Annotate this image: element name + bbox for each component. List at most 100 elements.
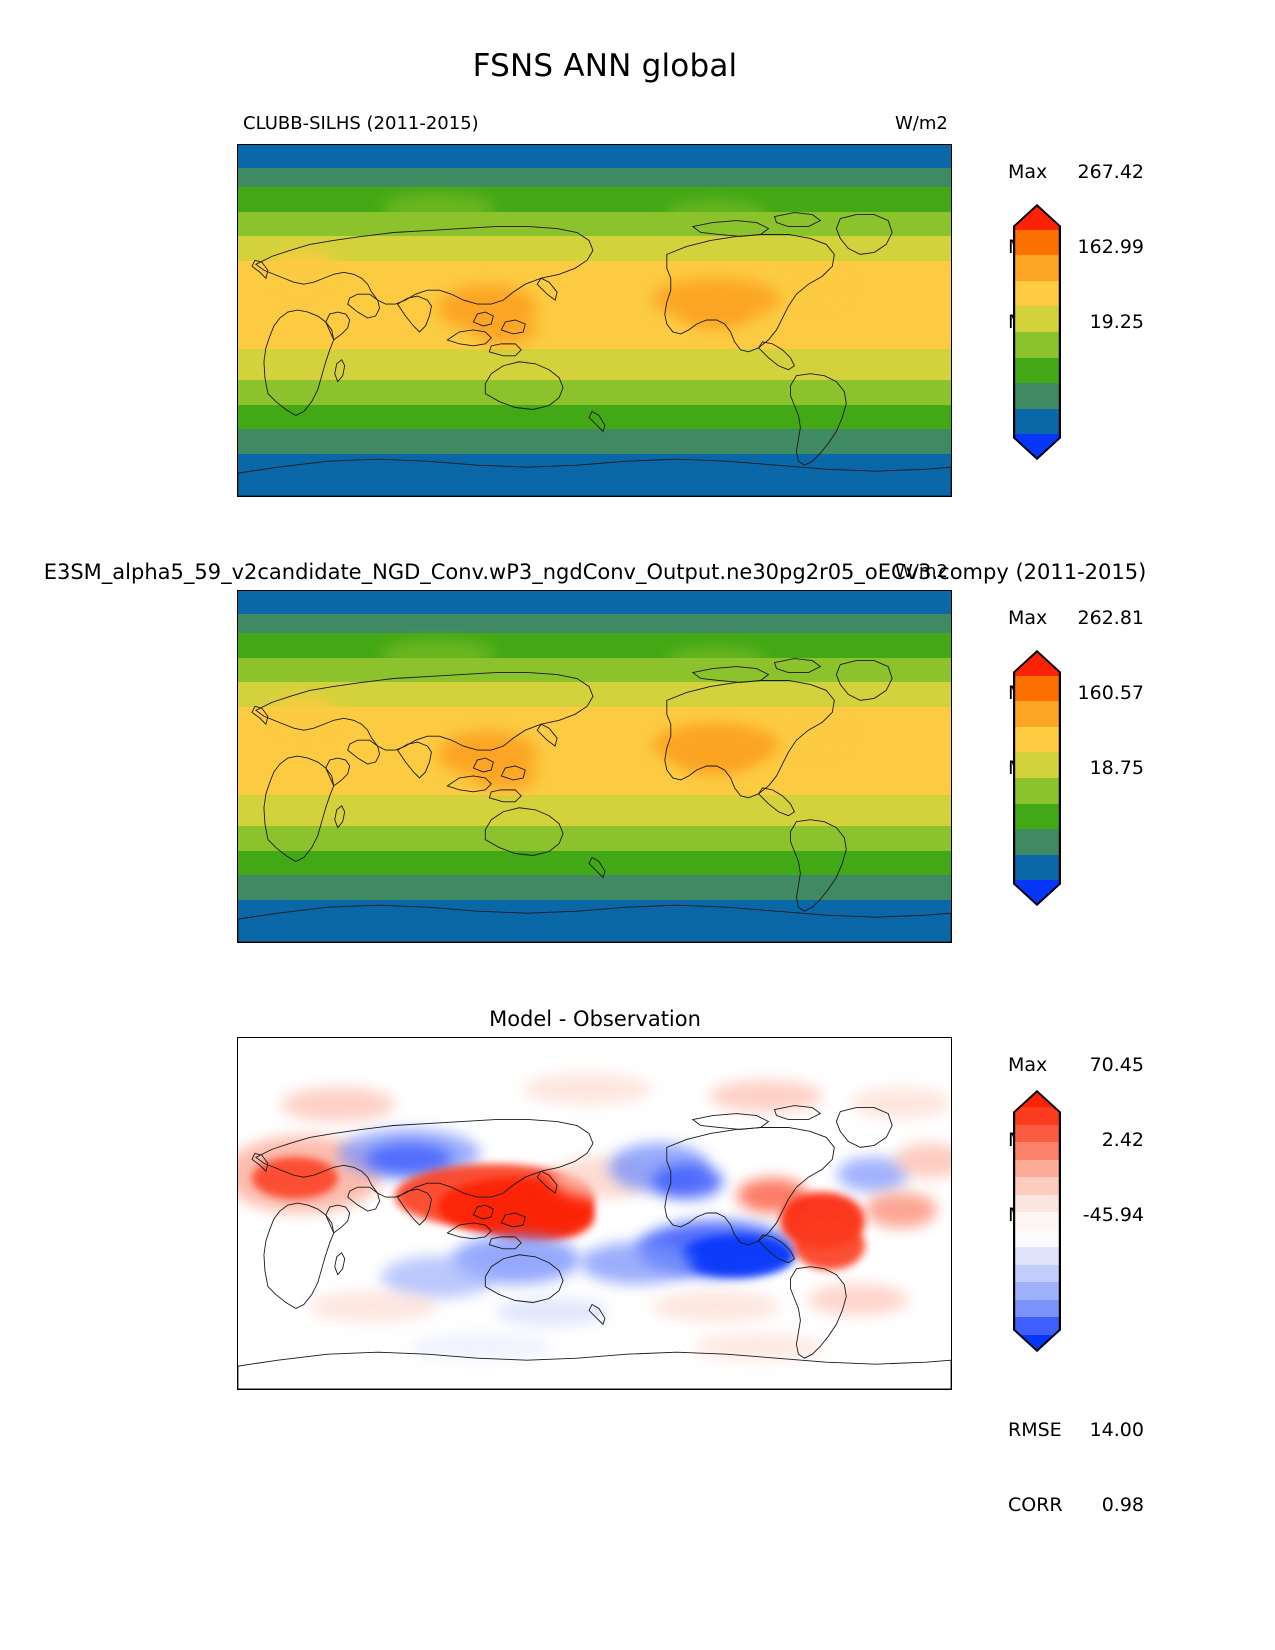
contour-band xyxy=(238,591,951,614)
contour-band xyxy=(238,657,951,683)
contour-feature xyxy=(651,1164,723,1200)
contour-band xyxy=(238,429,951,454)
contour-feature xyxy=(380,1255,495,1298)
metric-rmse-label: RMSE xyxy=(1008,1419,1062,1441)
stat-max-value: 70.45 xyxy=(1089,1054,1144,1076)
colorbar-segment xyxy=(1013,854,1061,881)
colorbar-segment xyxy=(1013,1264,1061,1283)
contour-feature xyxy=(680,1234,795,1277)
colorbar-tick-label: -25.0 xyxy=(1070,1306,1120,1329)
colorbar-tick-label: -20.0 xyxy=(1070,1288,1120,1311)
colorbar-segment xyxy=(1013,1282,1061,1301)
contour-band xyxy=(238,850,951,876)
contour-band xyxy=(238,899,951,942)
stat-mean-value: 160.57 xyxy=(1077,682,1144,704)
contour-feature xyxy=(665,201,766,226)
contour-feature xyxy=(252,1157,338,1200)
contour-feature xyxy=(309,1290,438,1323)
contour-feature xyxy=(787,271,845,303)
metrics-difference: RMSE 14.00 CORR 0.98 xyxy=(1008,1368,1144,1568)
contour-feature xyxy=(851,1087,951,1119)
colorbar-tick-label: 50.0 xyxy=(1070,397,1113,420)
colorbar-segment xyxy=(1013,332,1061,359)
contour-feature xyxy=(680,299,752,328)
stat-mean-value: 162.99 xyxy=(1077,236,1144,258)
colorbar-segment xyxy=(1013,675,1061,702)
colorbar-tick-label: 0.0 xyxy=(1070,869,1101,892)
colorbar-segment xyxy=(1013,408,1061,435)
contour-feature xyxy=(580,1241,695,1284)
colorbar-segment xyxy=(1013,357,1061,384)
contour-feature xyxy=(280,1087,395,1123)
contour-band xyxy=(238,706,951,746)
colorbar-gradient xyxy=(1013,650,1061,906)
contour-feature xyxy=(523,1073,652,1105)
stat-mean-value: 2.42 xyxy=(1101,1129,1144,1151)
stat-min-value: 18.75 xyxy=(1089,757,1144,779)
colorbar-segment xyxy=(1013,1317,1061,1336)
colorbar-segment xyxy=(1013,778,1061,805)
panel-test-units: W/m2 xyxy=(895,113,948,134)
colorbar-segment xyxy=(1013,880,1061,906)
contour-feature xyxy=(893,1143,951,1179)
contour-band xyxy=(238,794,951,827)
colorbar-segment xyxy=(1013,1124,1061,1143)
stat-max-label: Max xyxy=(1008,607,1048,629)
contour-feature xyxy=(865,1192,937,1228)
stat-min-value: 19.25 xyxy=(1089,311,1144,333)
panel-test-caption: CLUBB-SILHS (2011-2015) xyxy=(243,113,479,134)
stat-max-value: 267.42 xyxy=(1077,161,1144,183)
colorbar-gradient xyxy=(1013,1090,1061,1352)
stat-max-value: 262.81 xyxy=(1077,607,1144,629)
colorbar-difference: 30.0 25.0 20.0 15.0 10.0 5.0 2.0 -2.0 -5.0 -10.0-… xyxy=(1013,1090,1061,1352)
map-plot-test: 90°N 60°N 30°N 0° 30°S 60°S 90°S 0°E 60°… xyxy=(237,144,952,497)
stat-max-label: Max xyxy=(1008,161,1048,183)
colorbar-segment xyxy=(1013,1247,1061,1266)
contour-band xyxy=(238,211,951,237)
panel-reference-units: W/m2 xyxy=(895,561,948,582)
contour-band xyxy=(238,453,951,496)
colorbar-segment xyxy=(1013,1107,1061,1126)
panel-difference-caption: Model - Observation xyxy=(489,1007,701,1031)
contour-band xyxy=(238,145,951,168)
contour-feature xyxy=(380,194,495,223)
contour-band xyxy=(238,826,951,851)
contour-feature xyxy=(380,640,495,669)
contour-feature xyxy=(665,647,766,672)
contour-feature xyxy=(808,1283,909,1316)
contour-band xyxy=(238,348,951,381)
colorbar-segment xyxy=(1013,1299,1061,1318)
contour-bands xyxy=(238,591,951,942)
colorbar-segment xyxy=(1013,280,1061,307)
colorbar-segment xyxy=(1013,1212,1061,1231)
colorbar-tick-label: -30.0 xyxy=(1070,1323,1120,1346)
colorbar-tick-label: 50.0 xyxy=(1070,843,1113,866)
colorbar-segment xyxy=(1013,255,1061,282)
colorbar-test: 400.0 350.0 300.0 250.0 200.0 150.0 100.0 50.0 0… xyxy=(1013,204,1061,460)
contour-band xyxy=(238,187,951,212)
colorbar-segment xyxy=(1013,1334,1061,1352)
colorbar-segment xyxy=(1013,383,1061,410)
colorbar-reference: 400.0 350.0 300.0 250.0 200.0 150.0 100.0 50.0 0… xyxy=(1013,650,1061,906)
colorbar-tick-label: 0.0 xyxy=(1070,423,1101,446)
contour-band xyxy=(238,745,951,795)
contour-band xyxy=(238,260,951,300)
panel-reference-caption: E3SM_alpha5_59_v2candidate_NGD_Conv.wP3_… xyxy=(43,560,1147,584)
colorbar-segment xyxy=(1013,1177,1061,1196)
contour-band xyxy=(238,613,951,634)
contour-feature xyxy=(708,1080,823,1112)
map-plot-difference: 90°N 60°N 30°N 0° 30°S 60°S 90°S 0°E 60°… xyxy=(237,1037,952,1390)
colorbar-segment xyxy=(1013,1142,1061,1161)
colorbar-segment xyxy=(1013,434,1061,460)
contour-band xyxy=(238,633,951,658)
colorbar-gradient xyxy=(1013,204,1061,460)
contour-feature xyxy=(694,1332,823,1361)
stat-max-label: Max xyxy=(1008,1054,1048,1076)
colorbar-segment xyxy=(1013,306,1061,333)
colorbar-segment xyxy=(1013,1159,1061,1178)
metric-corr-label: CORR xyxy=(1008,1494,1063,1516)
stat-min-value: -45.94 xyxy=(1082,1204,1144,1226)
contour-bands xyxy=(238,145,951,496)
contour-band xyxy=(238,236,951,261)
contour-band xyxy=(238,875,951,900)
